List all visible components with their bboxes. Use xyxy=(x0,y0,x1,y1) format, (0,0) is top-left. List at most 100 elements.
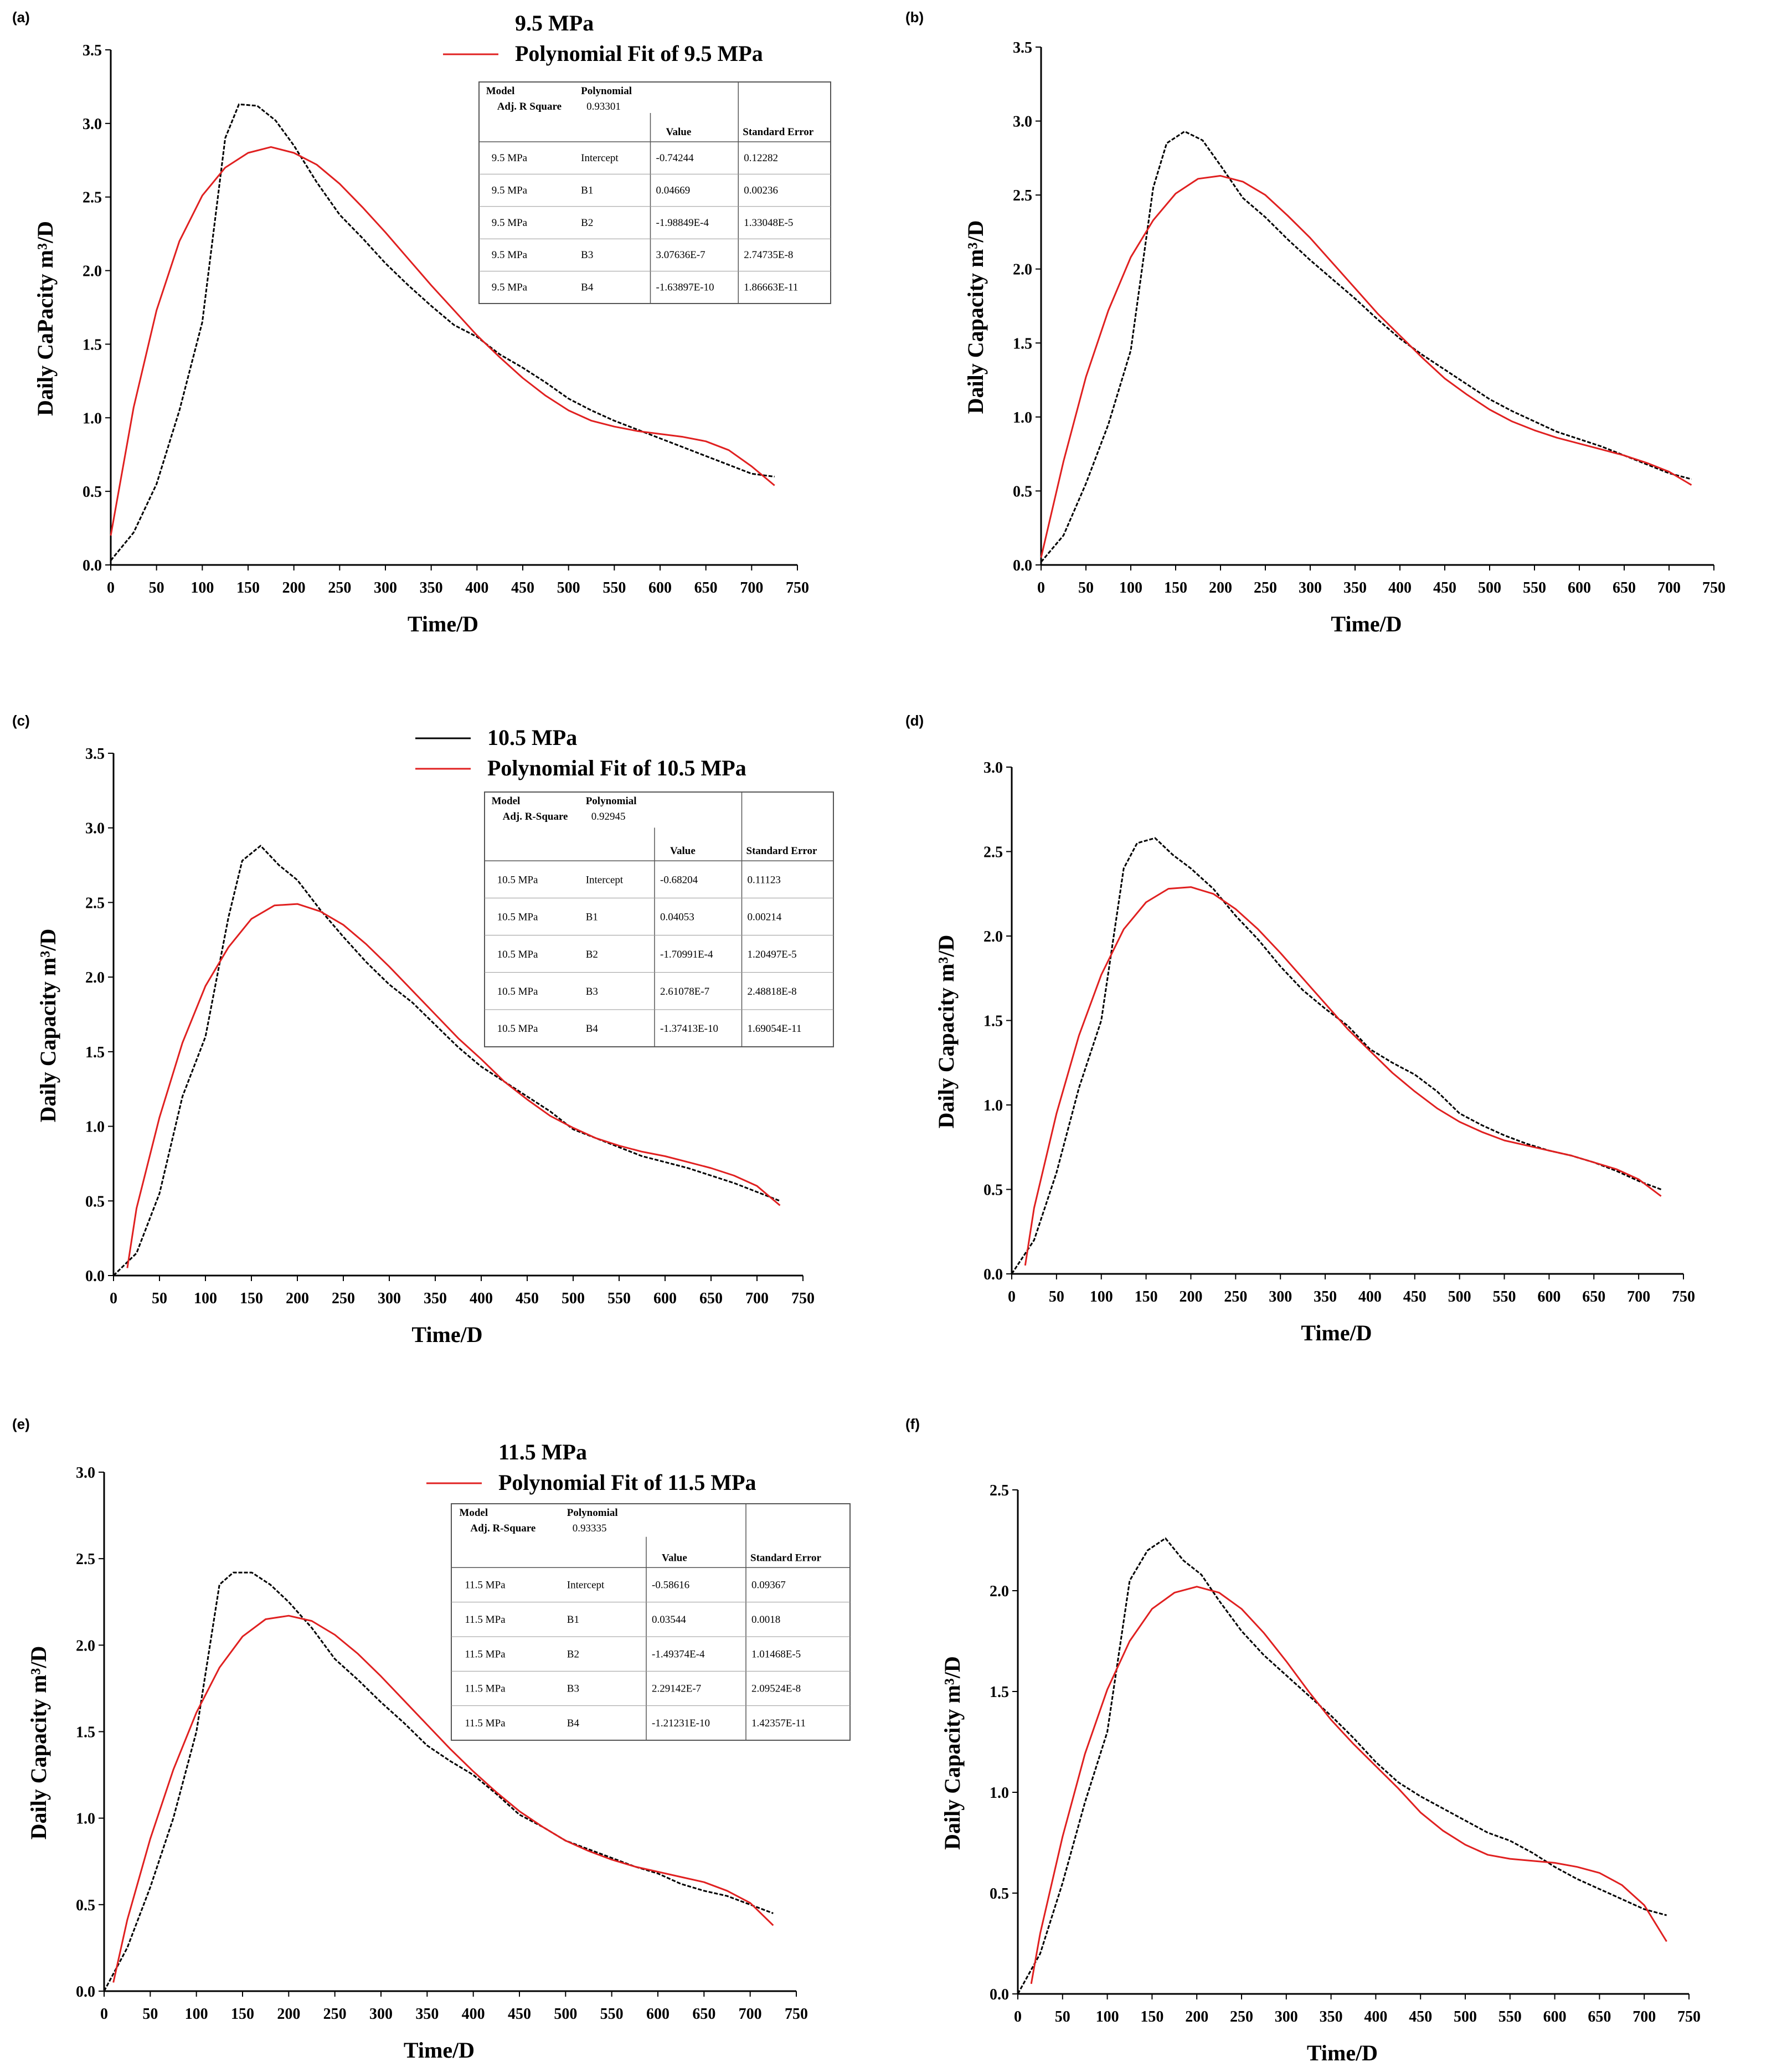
panel-letter: (f) xyxy=(905,1416,920,1432)
y-tick-label: 2.5 xyxy=(76,1551,95,1568)
x-tick-label: 500 xyxy=(554,2006,577,2023)
x-tick-label: 200 xyxy=(1209,579,1232,597)
x-axis-title: Time/D xyxy=(1301,1320,1372,1345)
x-tick-label: 450 xyxy=(508,2006,531,2023)
table-model-value: Polynomial xyxy=(567,1507,618,1519)
x-tick-label: 150 xyxy=(236,579,260,597)
y-tick-label: 2.5 xyxy=(85,894,105,912)
table-cell-value: -1.63897E-10 xyxy=(656,282,714,294)
y-tick-label: 0.0 xyxy=(83,557,102,574)
x-tick-label: 50 xyxy=(152,1290,167,1307)
x-tick-label: 250 xyxy=(1230,2008,1253,2025)
table-cell-value: -1.70991E-4 xyxy=(660,949,713,960)
x-tick-label: 650 xyxy=(1613,579,1636,597)
y-tick-label: 3.5 xyxy=(85,745,105,763)
x-tick-label: 50 xyxy=(149,579,164,597)
table-cell-series: 10.5 MPa xyxy=(497,1023,538,1035)
x-tick-label: 50 xyxy=(142,2006,158,2023)
data-series-line xyxy=(1011,837,1662,1274)
x-tick-label: 350 xyxy=(415,2006,439,2023)
x-tick-label: 350 xyxy=(1314,1288,1337,1305)
table-cell-series: 9.5 MPa xyxy=(492,184,528,196)
y-tick-label: 3.0 xyxy=(1013,114,1032,131)
y-tick-label: 1.5 xyxy=(83,336,102,353)
y-tick-label: 1.0 xyxy=(85,1119,105,1136)
fit-stats-table: Model Polynomial Adj. R Square 0.93301 Value… xyxy=(478,81,831,304)
panel-letter: (b) xyxy=(905,9,924,25)
x-tick-label: 0 xyxy=(1008,1288,1016,1305)
x-tick-label: 200 xyxy=(1179,1288,1202,1305)
table-rsq-value: 0.92945 xyxy=(591,811,626,822)
table-cell-series: 10.5 MPa xyxy=(497,949,538,960)
x-tick-label: 500 xyxy=(1448,1288,1471,1305)
x-tick-label: 500 xyxy=(1454,2008,1477,2025)
x-tick-label: 600 xyxy=(648,579,672,597)
x-tick-label: 750 xyxy=(1702,579,1726,597)
table-model-label: Model xyxy=(459,1507,488,1519)
x-tick-label: 350 xyxy=(1320,2008,1343,2025)
table-border xyxy=(478,81,831,304)
table-cell-value: 2.61078E-7 xyxy=(660,986,709,998)
x-tick-label: 150 xyxy=(1135,1288,1158,1305)
y-tick-label: 2.5 xyxy=(990,1482,1009,1499)
y-tick-label: 2.5 xyxy=(1013,187,1032,204)
chart-panel-4: (d) 0 50 100 150 200 250 300 350 400 450 500 550 600 6… xyxy=(905,712,1695,1345)
x-tick-label: 200 xyxy=(286,1290,309,1307)
x-tick-label: 450 xyxy=(1403,1288,1426,1305)
y-tick-label: 2.5 xyxy=(83,189,102,207)
table-cell-param: B1 xyxy=(567,1614,579,1626)
y-tick-label: 0.5 xyxy=(1013,483,1032,500)
table-cell-value: -1.37413E-10 xyxy=(660,1023,718,1035)
data-series-line xyxy=(103,1571,774,1992)
x-tick-label: 300 xyxy=(1299,579,1322,597)
x-tick-label: 700 xyxy=(1632,2008,1656,2025)
table-cell-se: 1.20497E-5 xyxy=(748,949,797,960)
table-cell-param: B4 xyxy=(586,1023,599,1035)
y-tick-label: 0.0 xyxy=(85,1268,105,1285)
table-cell-param: B1 xyxy=(586,912,598,923)
y-tick-label: 2.0 xyxy=(1013,261,1032,279)
legend-fit-label: Polynomial Fit of 9.5 MPa xyxy=(515,41,763,66)
y-tick-label: 3.5 xyxy=(83,42,102,59)
x-tick-label: 300 xyxy=(369,2006,393,2023)
table-cell-se: 0.12282 xyxy=(744,152,778,164)
x-tick-label: 0 xyxy=(100,2006,108,2023)
y-tick-label: 1.0 xyxy=(83,410,102,427)
data-series-line xyxy=(1017,1537,1667,1994)
fit-series-line xyxy=(1024,886,1662,1266)
y-tick-label: 2.0 xyxy=(990,1583,1009,1600)
y-tick-label: 1.5 xyxy=(983,1013,1003,1030)
x-tick-label: 150 xyxy=(1140,2008,1163,2025)
x-tick-label: 250 xyxy=(332,1290,355,1307)
y-tick-label: 0.5 xyxy=(76,1897,95,1914)
chart-panel-3: (c) 0 50 100 150 200 250 300 350 400 450 500 550 600 6… xyxy=(12,712,834,1347)
y-tick-label: 2.0 xyxy=(76,1637,95,1654)
table-value-header: Value xyxy=(666,126,692,138)
legend-fit-label: Polynomial Fit of 11.5 MPa xyxy=(498,1470,756,1495)
table-cell-series: 9.5 MPa xyxy=(492,152,528,164)
table-cell-value: -1.98849E-4 xyxy=(656,217,709,229)
y-tick-label: 1.5 xyxy=(1013,335,1032,352)
x-tick-label: 750 xyxy=(791,1290,815,1307)
x-tick-label: 500 xyxy=(1478,579,1501,597)
x-tick-label: 300 xyxy=(378,1290,401,1307)
table-cell-value: -0.74244 xyxy=(656,152,694,164)
x-tick-label: 400 xyxy=(470,1290,493,1307)
y-axis-title: Daily Capacity m³/D xyxy=(963,220,988,414)
x-tick-label: 250 xyxy=(323,2006,347,2023)
x-tick-label: 550 xyxy=(607,1290,631,1307)
x-tick-label: 400 xyxy=(462,2006,485,2023)
x-tick-label: 250 xyxy=(1254,579,1277,597)
x-tick-label: 100 xyxy=(1096,2008,1119,2025)
y-tick-label: 1.0 xyxy=(1013,409,1032,426)
table-model-label: Model xyxy=(492,795,521,807)
data-series-line xyxy=(1040,130,1692,563)
x-axis-title: Time/D xyxy=(411,1322,482,1347)
y-tick-label: 2.0 xyxy=(983,928,1003,945)
x-tick-label: 300 xyxy=(1269,1288,1292,1305)
fit-stats-table: Model Polynomial Adj. R-Square 0.92945 Value… xyxy=(484,791,834,1047)
x-tick-label: 50 xyxy=(1049,1288,1064,1305)
x-tick-label: 200 xyxy=(277,2006,300,2023)
table-model-label: Model xyxy=(486,85,515,97)
x-tick-label: 0 xyxy=(1037,579,1045,597)
